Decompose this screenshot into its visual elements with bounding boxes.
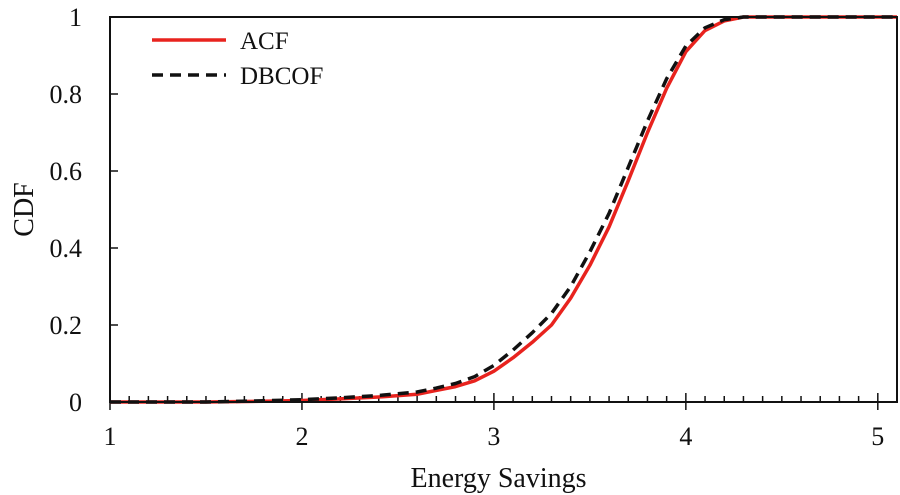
y-tick-label: 0.6 <box>50 157 83 186</box>
x-tick-label: 5 <box>871 422 884 451</box>
series-layer <box>110 15 897 404</box>
x-tick-label: 4 <box>679 422 692 451</box>
legend: ACF DBCOF <box>152 28 323 90</box>
y-axis-ticks: 0 0.2 0.4 0.6 0.8 1 <box>50 3 118 417</box>
plot-area-frame <box>109 16 898 403</box>
series-line-dbcof <box>110 15 897 404</box>
y-tick-label: 0.4 <box>50 234 83 263</box>
y-tick-label: 0.8 <box>50 80 83 109</box>
series-line-acf <box>110 15 897 404</box>
y-tick-label: 0.2 <box>50 311 83 340</box>
x-tick-label: 1 <box>104 422 117 451</box>
x-axis-ticks: 1 2 3 4 5 <box>104 402 884 451</box>
x-axis-title: Energy Savings <box>410 463 586 494</box>
x-tick-label: 3 <box>487 422 500 451</box>
y-axis-title: CDF <box>9 182 40 236</box>
y-tick-label: 1 <box>69 3 82 32</box>
legend-label-dbcof: DBCOF <box>240 63 323 90</box>
legend-label-acf: ACF <box>240 28 289 55</box>
y-tick-label: 0 <box>69 388 82 417</box>
x-tick-label: 2 <box>295 422 308 451</box>
